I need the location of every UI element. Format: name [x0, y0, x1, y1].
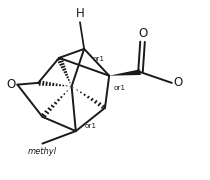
- Text: O: O: [6, 78, 15, 91]
- Polygon shape: [109, 69, 141, 76]
- Text: or1: or1: [113, 85, 125, 91]
- Text: methyl: methyl: [28, 147, 57, 156]
- Text: or1: or1: [84, 123, 96, 129]
- Text: H: H: [76, 7, 84, 20]
- Text: O: O: [174, 76, 183, 89]
- Text: or1: or1: [92, 56, 105, 62]
- Text: O: O: [138, 27, 147, 40]
